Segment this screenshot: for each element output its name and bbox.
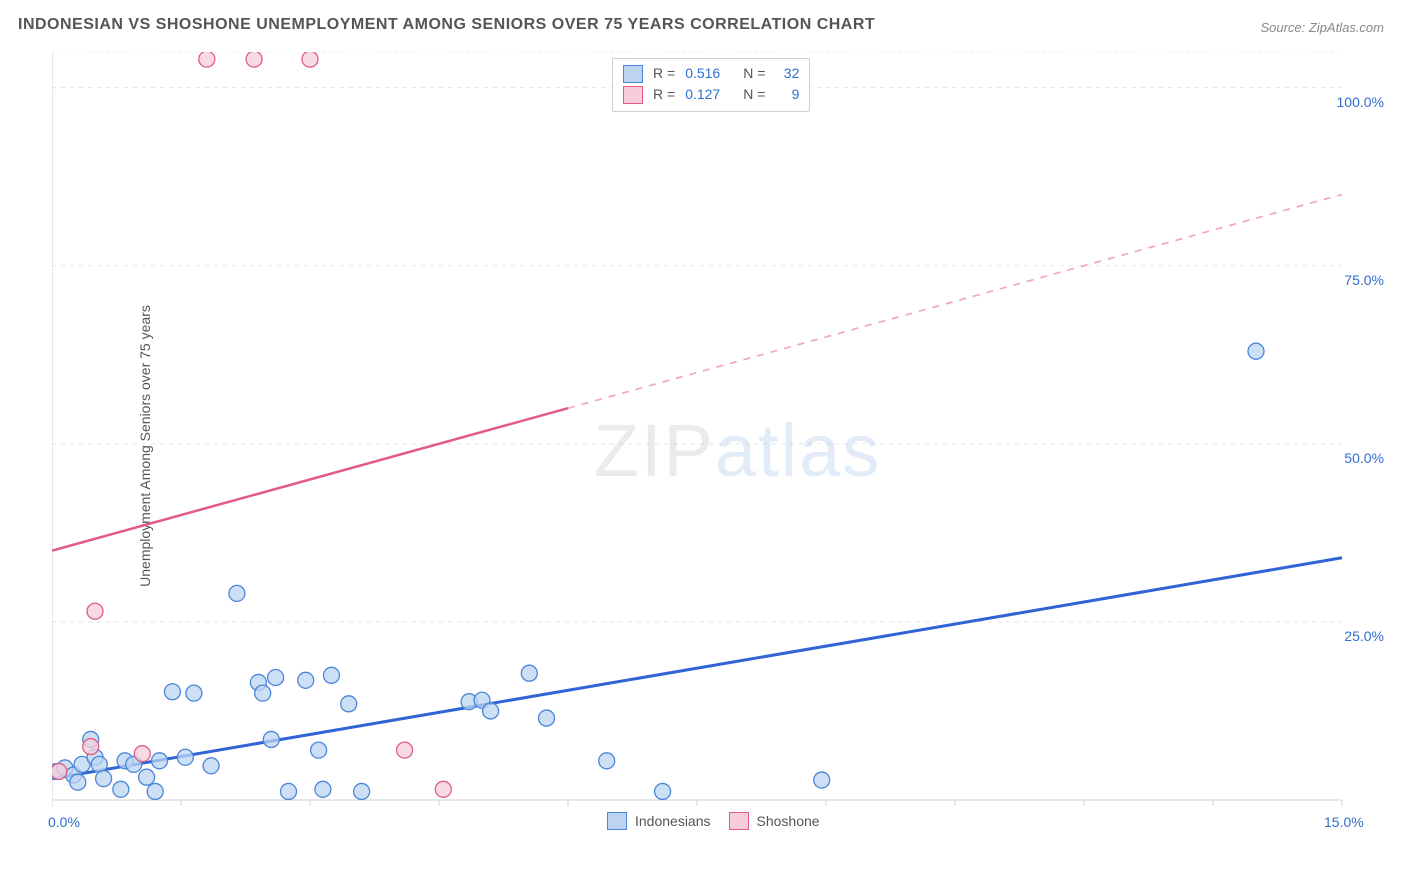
- legend-r-label: R =: [653, 84, 675, 105]
- legend-n-value: 9: [775, 84, 799, 105]
- legend-r-value: 0.127: [685, 84, 733, 105]
- legend-r-label: R =: [653, 63, 675, 84]
- chart-frame: INDONESIAN VS SHOSHONE UNEMPLOYMENT AMON…: [0, 0, 1406, 892]
- legend-n-value: 32: [775, 63, 799, 84]
- legend-row: R = 0.127 N = 9: [623, 84, 799, 105]
- legend-r-value: 0.516: [685, 63, 733, 84]
- y-tick-label: 25.0%: [1344, 628, 1384, 644]
- series-legend-item: Shoshone: [729, 812, 820, 830]
- chart-svg: [52, 52, 1382, 832]
- correlation-legend: R = 0.516 N = 32 R = 0.127 N = 9: [612, 58, 810, 112]
- legend-swatch-indonesians: [607, 812, 627, 830]
- legend-swatch-shoshone: [729, 812, 749, 830]
- legend-n-label: N =: [743, 63, 765, 84]
- y-tick-label: 50.0%: [1344, 450, 1384, 466]
- legend-swatch-shoshone: [623, 86, 643, 104]
- series-legend: Indonesians Shoshone: [607, 812, 820, 830]
- source-label: Source:: [1260, 20, 1308, 35]
- y-tick-label: 100.0%: [1337, 94, 1384, 110]
- series-label: Shoshone: [757, 813, 820, 829]
- x-tick-label: 15.0%: [1324, 814, 1364, 830]
- y-tick-label: 75.0%: [1344, 272, 1384, 288]
- chart-title: INDONESIAN VS SHOSHONE UNEMPLOYMENT AMON…: [18, 16, 875, 34]
- plot-area: R = 0.516 N = 32 R = 0.127 N = 9 ZIPatla…: [52, 52, 1382, 832]
- source-citation: Source: ZipAtlas.com: [1260, 20, 1384, 35]
- legend-row: R = 0.516 N = 32: [623, 63, 799, 84]
- series-label: Indonesians: [635, 813, 711, 829]
- legend-swatch-indonesians: [623, 65, 643, 83]
- x-tick-label: 0.0%: [48, 814, 80, 830]
- series-legend-item: Indonesians: [607, 812, 711, 830]
- legend-n-label: N =: [743, 84, 765, 105]
- source-value: ZipAtlas.com: [1309, 20, 1384, 35]
